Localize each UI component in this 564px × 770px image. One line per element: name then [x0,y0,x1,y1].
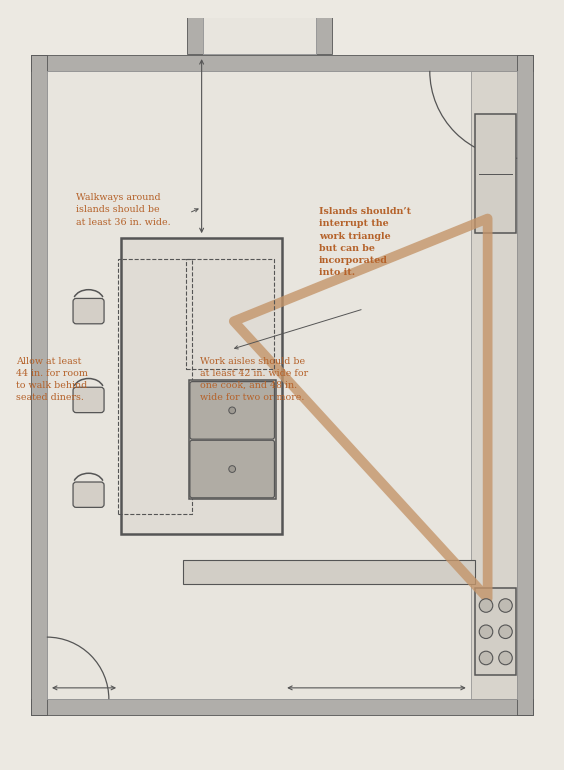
Bar [47,71,517,699]
Bar [475,114,516,233]
Circle shape [499,651,512,665]
Bar [31,55,47,715]
Bar [517,55,533,715]
Bar [118,259,192,514]
Bar [203,0,316,55]
Text: Islands shouldn’t
interrupt the
work triangle
but can be
incorporated
into it.: Islands shouldn’t interrupt the work tri… [319,207,411,277]
Bar [316,17,332,54]
Bar [187,2,332,17]
Bar [47,71,517,699]
Circle shape [499,625,512,638]
FancyBboxPatch shape [73,482,104,507]
Text: Allow at least
44 in. for room
to walk behind
seated diners.: Allow at least 44 in. for room to walk b… [16,357,87,402]
Text: Walkways around
islands should be
at least 36 in. wide.: Walkways around islands should be at lea… [76,193,171,226]
FancyBboxPatch shape [73,387,104,413]
Bar [186,259,274,369]
Bar [187,17,203,54]
Bar [31,699,533,715]
FancyBboxPatch shape [73,299,104,324]
Bar [31,55,533,71]
Circle shape [479,599,493,612]
Bar [189,380,276,499]
Text: Work aisles should be
at least 42 in. wide for
one cook, and 48 in.
wide for two: Work aisles should be at least 42 in. wi… [200,357,309,402]
Bar [203,17,316,54]
Circle shape [479,625,493,638]
FancyBboxPatch shape [190,382,275,439]
Bar [183,560,475,584]
Circle shape [479,651,493,665]
Bar [471,71,517,699]
FancyBboxPatch shape [190,440,275,497]
Bar [475,588,516,675]
Bar [121,239,282,534]
Circle shape [229,466,236,473]
Circle shape [499,599,512,612]
Circle shape [229,407,236,413]
